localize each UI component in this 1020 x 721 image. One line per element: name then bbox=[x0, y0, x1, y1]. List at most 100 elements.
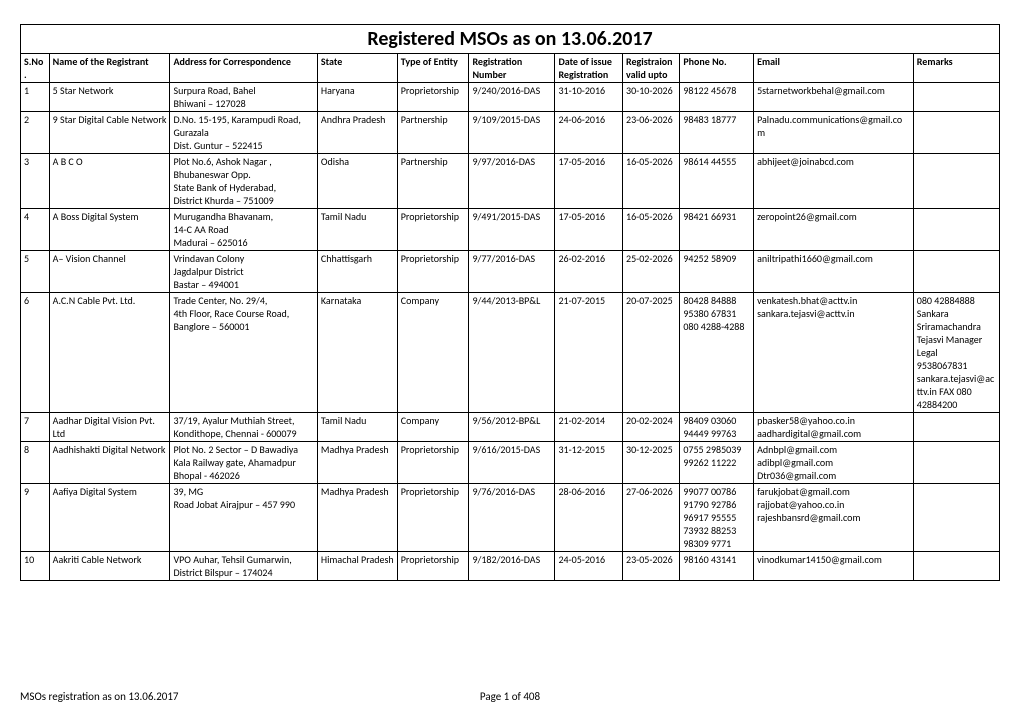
cell-state: Karnataka bbox=[317, 293, 397, 413]
cell-type: Proprietorship bbox=[397, 442, 469, 484]
cell-type: Partnership bbox=[397, 112, 469, 154]
page-footer: MSOs registration as on 13.06.2017 Page … bbox=[20, 690, 1000, 703]
cell-addr: 39, MG Road Jobat Airajpur – 457 990 bbox=[170, 484, 317, 552]
table-row: 6A.C.N Cable Pvt. Ltd.Trade Center, No. … bbox=[21, 293, 1000, 413]
table-row: 10Aakriti Cable NetworkVPO Auhar, Tehsil… bbox=[21, 552, 1000, 581]
page-title: Registered MSOs as on 13.06.2017 bbox=[21, 25, 1000, 54]
cell-date: 31-10-2016 bbox=[555, 83, 623, 112]
table-row: 15 Star NetworkSurpura Road, Bahel Bhiwa… bbox=[21, 83, 1000, 112]
cell-date: 24-06-2016 bbox=[555, 112, 623, 154]
cell-email: abhijeet@joinabcd.com bbox=[754, 154, 914, 209]
cell-phone: 98483 18777 bbox=[680, 112, 754, 154]
cell-email: Palnadu.communications@gmail.com bbox=[754, 112, 914, 154]
col-reg: Registration Number bbox=[469, 54, 555, 83]
cell-remarks bbox=[913, 209, 999, 251]
cell-email: zeropoint26@gmail.com bbox=[754, 209, 914, 251]
cell-type: Company bbox=[397, 413, 469, 442]
cell-phone: 99077 00786 91790 92786 96917 95555 7393… bbox=[680, 484, 754, 552]
col-state: State bbox=[317, 54, 397, 83]
mso-table: Registered MSOs as on 13.06.2017 S.No. N… bbox=[20, 24, 1000, 581]
cell-name: Aadhar Digital Vision Pvt. Ltd bbox=[49, 413, 170, 442]
cell-addr: Murugandha Bhavanam, 14-C AA Road Madura… bbox=[170, 209, 317, 251]
cell-type: Proprietorship bbox=[397, 209, 469, 251]
cell-sn: 3 bbox=[21, 154, 50, 209]
cell-email: venkatesh.bhat@acttv.in sankara.tejasvi@… bbox=[754, 293, 914, 413]
cell-state: Andhra Pradesh bbox=[317, 112, 397, 154]
col-addr: Address for Correspondence bbox=[170, 54, 317, 83]
cell-phone: 0755 2985039 99262 11222 bbox=[680, 442, 754, 484]
col-email: Email bbox=[754, 54, 914, 83]
cell-valid: 30-12-2025 bbox=[623, 442, 680, 484]
cell-date: 17-05-2016 bbox=[555, 209, 623, 251]
cell-name: Aakriti Cable Network bbox=[49, 552, 170, 581]
cell-addr: Vrindavan Colony Jagdalpur District Bast… bbox=[170, 251, 317, 293]
cell-state: Madhya Pradesh bbox=[317, 484, 397, 552]
cell-remarks: 080 42884888 Sankara Sriramachandra Teja… bbox=[913, 293, 999, 413]
cell-addr: Surpura Road, Bahel Bhiwani – 127028 bbox=[170, 83, 317, 112]
cell-valid: 25-02-2026 bbox=[623, 251, 680, 293]
cell-email: pbasker58@yahoo.co.in aadhardigital@gmai… bbox=[754, 413, 914, 442]
table-row: 29 Star Digital Cable NetworkD.No. 15-19… bbox=[21, 112, 1000, 154]
cell-phone: 98160 43141 bbox=[680, 552, 754, 581]
table-row: 8Aadhishakti Digital NetworkPlot No. 2 S… bbox=[21, 442, 1000, 484]
cell-type: Proprietorship bbox=[397, 251, 469, 293]
cell-addr: VPO Auhar, Tehsil Gumarwin, District Bil… bbox=[170, 552, 317, 581]
cell-state: Tamil Nadu bbox=[317, 209, 397, 251]
cell-sn: 5 bbox=[21, 251, 50, 293]
cell-remarks bbox=[913, 112, 999, 154]
cell-valid: 23-06-2026 bbox=[623, 112, 680, 154]
cell-sn: 4 bbox=[21, 209, 50, 251]
cell-name: A.C.N Cable Pvt. Ltd. bbox=[49, 293, 170, 413]
col-valid: Registraion valid upto bbox=[623, 54, 680, 83]
table-row: 9Aafiya Digital System39, MG Road Jobat … bbox=[21, 484, 1000, 552]
cell-name: Aafiya Digital System bbox=[49, 484, 170, 552]
cell-phone: 98122 45678 bbox=[680, 83, 754, 112]
cell-state: Madhya Pradesh bbox=[317, 442, 397, 484]
cell-state: Haryana bbox=[317, 83, 397, 112]
header-row: S.No. Name of the Registrant Address for… bbox=[21, 54, 1000, 83]
cell-name: 9 Star Digital Cable Network bbox=[49, 112, 170, 154]
col-name: Name of the Registrant bbox=[49, 54, 170, 83]
col-type: Type of Entity bbox=[397, 54, 469, 83]
title-row: Registered MSOs as on 13.06.2017 bbox=[21, 25, 1000, 54]
cell-addr: 37/19, Ayalur Muthiah Street, Kondithope… bbox=[170, 413, 317, 442]
cell-valid: 30-10-2026 bbox=[623, 83, 680, 112]
cell-sn: 6 bbox=[21, 293, 50, 413]
cell-state: Chhattisgarh bbox=[317, 251, 397, 293]
cell-phone: 80428 84888 95380 67831 080 4288-4288 bbox=[680, 293, 754, 413]
cell-type: Proprietorship bbox=[397, 552, 469, 581]
cell-type: Proprietorship bbox=[397, 484, 469, 552]
cell-email: aniltripathi1660@gmail.com bbox=[754, 251, 914, 293]
cell-date: 28-06-2016 bbox=[555, 484, 623, 552]
cell-name: Aadhishakti Digital Network bbox=[49, 442, 170, 484]
cell-sn: 1 bbox=[21, 83, 50, 112]
cell-email: vinodkumar14150@gmail.com bbox=[754, 552, 914, 581]
cell-sn: 10 bbox=[21, 552, 50, 581]
cell-addr: D.No. 15-195, Karampudi Road, Gurazala D… bbox=[170, 112, 317, 154]
cell-email: farukjobat@gmail.com rajjobat@yahoo.co.i… bbox=[754, 484, 914, 552]
cell-reg: 9/491/2015-DAS bbox=[469, 209, 555, 251]
cell-addr: Plot No. 2 Sector – D Bawadiya Kala Rail… bbox=[170, 442, 317, 484]
cell-reg: 9/97/2016-DAS bbox=[469, 154, 555, 209]
cell-reg: 9/240/2016-DAS bbox=[469, 83, 555, 112]
cell-type: Partnership bbox=[397, 154, 469, 209]
cell-valid: 20-02-2024 bbox=[623, 413, 680, 442]
cell-date: 26-02-2016 bbox=[555, 251, 623, 293]
cell-reg: 9/109/2015-DAS bbox=[469, 112, 555, 154]
col-phone: Phone No. bbox=[680, 54, 754, 83]
cell-reg: 9/182/2016-DAS bbox=[469, 552, 555, 581]
cell-remarks bbox=[913, 442, 999, 484]
cell-phone: 94252 58909 bbox=[680, 251, 754, 293]
cell-state: Himachal Pradesh bbox=[317, 552, 397, 581]
cell-addr: Trade Center, No. 29/4, 4th Floor, Race … bbox=[170, 293, 317, 413]
footer-center: Page 1 of 408 bbox=[20, 690, 1000, 703]
cell-date: 31-12-2015 bbox=[555, 442, 623, 484]
cell-sn: 2 bbox=[21, 112, 50, 154]
cell-phone: 98614 44555 bbox=[680, 154, 754, 209]
cell-remarks bbox=[913, 413, 999, 442]
cell-valid: 16-05-2026 bbox=[623, 209, 680, 251]
cell-date: 21-07-2015 bbox=[555, 293, 623, 413]
cell-reg: 9/44/2013-BP&L bbox=[469, 293, 555, 413]
cell-valid: 16-05-2026 bbox=[623, 154, 680, 209]
table-body: 15 Star NetworkSurpura Road, Bahel Bhiwa… bbox=[21, 83, 1000, 581]
